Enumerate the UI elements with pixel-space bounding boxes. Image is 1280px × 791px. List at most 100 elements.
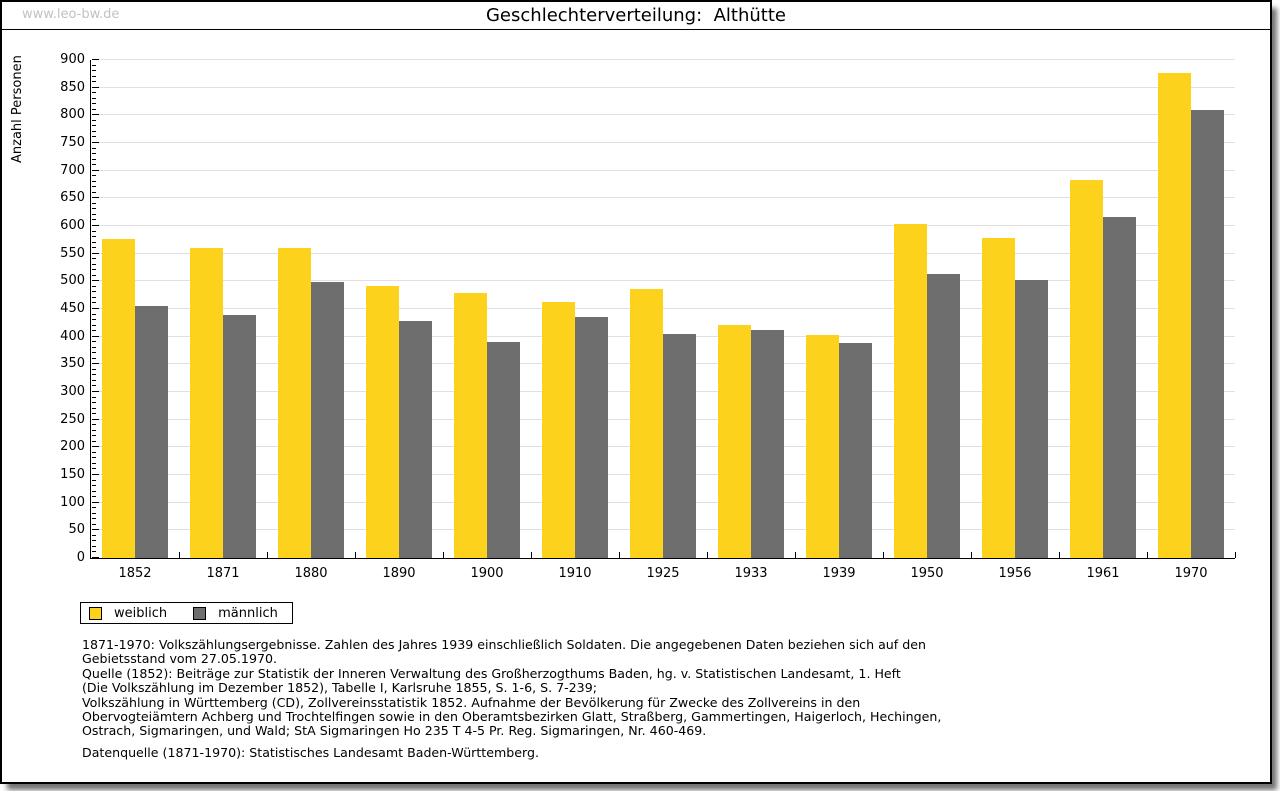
y-axis-tick [92, 407, 96, 409]
bar-weiblich-1925 [630, 289, 663, 558]
y-tick-label: 500 [60, 273, 85, 289]
y-axis-tick [92, 413, 96, 415]
y-axis-tick [92, 313, 96, 315]
x-axis-tick [355, 552, 356, 558]
y-axis-tick [92, 296, 96, 298]
y-axis-tick [92, 70, 96, 72]
legend-item-weiblich: weiblich [89, 606, 167, 621]
y-axis-tick [92, 175, 96, 177]
y-axis-tick [92, 418, 99, 420]
y-tick-label: 450 [60, 301, 85, 316]
bar-pair [278, 248, 344, 558]
y-axis-tick [92, 97, 96, 99]
y-axis-tick [92, 241, 96, 243]
bar-männlich-1939 [839, 342, 872, 558]
bar-pair [718, 325, 784, 558]
y-axis-tick [92, 496, 96, 498]
y-tick-label: 600 [60, 218, 85, 233]
x-axis-tick [531, 552, 532, 558]
y-axis-title: Anzahl Personen [10, 55, 25, 163]
gridline [92, 86, 1235, 88]
y-axis-tick [92, 86, 99, 88]
footer-line: 1871-1970: Volkszählungsergebnisse. Zahl… [82, 637, 926, 652]
y-axis-tick [92, 424, 96, 426]
bar-männlich-1890 [399, 320, 432, 558]
gridline [92, 59, 1235, 60]
footer-line: Gebietsstand vom 27.05.1970. [82, 651, 277, 667]
footer-line: (Die Volkszählung im Dezember 1852), Tab… [82, 680, 597, 696]
y-tick-label: 900 [60, 52, 85, 67]
legend-label: weiblich [114, 605, 168, 621]
y-axis-tick [92, 529, 99, 531]
y-axis-tick [92, 308, 99, 309]
y-axis-tick [92, 252, 99, 254]
y-axis-tick [92, 269, 96, 271]
bar-weiblich-1852 [102, 238, 135, 558]
x-axis-tick [795, 552, 796, 558]
gridline [92, 280, 1235, 282]
y-tick-label: 0 [76, 550, 85, 565]
bar-männlich-1880 [311, 282, 344, 558]
y-axis-tick [92, 75, 96, 77]
y-axis-tick [92, 186, 96, 188]
gridline [92, 142, 1235, 143]
y-axis-tick [92, 136, 96, 138]
y-axis-tick [92, 391, 99, 392]
bar-pair [806, 335, 872, 558]
y-axis-tick [92, 236, 96, 238]
y-axis-tick [92, 330, 96, 332]
y-axis-tick [92, 147, 96, 149]
legend-swatch-icon [193, 606, 207, 620]
x-axis-tick [619, 552, 620, 558]
y-axis-tick [92, 130, 96, 132]
bar-männlich-1910 [575, 316, 608, 558]
y-tick-label: 850 [60, 79, 85, 95]
y-axis-tick [92, 396, 96, 398]
x-tick-label: 1880 [294, 566, 328, 581]
bar-männlich-1950 [927, 273, 960, 558]
bar-männlich-1933 [751, 330, 784, 558]
y-axis-tick [92, 346, 96, 348]
bar-männlich-1852 [135, 305, 168, 558]
y-tick-label: 750 [60, 135, 85, 150]
y-tick-label: 400 [60, 328, 85, 344]
y-axis-tick [92, 92, 96, 94]
y-axis-tick [92, 374, 96, 376]
y-axis-tick [92, 225, 99, 226]
y-axis-tick [92, 335, 99, 337]
y-tick-label: 550 [60, 245, 85, 261]
y-axis-tick [92, 551, 96, 553]
bar-pair [366, 286, 432, 558]
gridline [92, 225, 1235, 226]
y-axis-tick [92, 247, 96, 249]
y-axis-tick [92, 507, 96, 509]
x-tick-label: 1939 [822, 566, 856, 581]
bar-weiblich-1890 [366, 286, 399, 558]
y-axis-tick [92, 285, 96, 287]
bar-pair [982, 238, 1048, 558]
footer-line: Obervogteiämtern Achberg und Trochtelfin… [82, 709, 942, 725]
y-axis-tick [92, 435, 96, 437]
x-tick-label: 1925 [646, 566, 680, 581]
y-axis-tick [92, 103, 96, 105]
x-axis-tick [1059, 552, 1060, 558]
y-axis-tick [92, 258, 96, 260]
bar-weiblich-1880 [278, 248, 311, 558]
x-tick-label: 1871 [206, 566, 240, 581]
y-axis-tick [92, 119, 96, 121]
bar-männlich-1956 [1015, 280, 1048, 558]
y-axis-tick [92, 59, 99, 60]
y-axis-tick [92, 169, 99, 171]
y-axis-tick [92, 291, 96, 293]
bar-weiblich-1900 [454, 292, 487, 558]
bar-pair [542, 301, 608, 558]
bar-männlich-1970 [1191, 109, 1224, 558]
y-axis-tick [92, 280, 99, 282]
bar-weiblich-1910 [542, 301, 575, 558]
y-axis-tick [92, 368, 96, 370]
y-axis-tick [92, 352, 96, 354]
y-axis-tick [92, 446, 99, 448]
legend-item-männlich: männlich [193, 606, 278, 621]
y-axis-tick [92, 545, 96, 547]
bar-pair [630, 289, 696, 558]
